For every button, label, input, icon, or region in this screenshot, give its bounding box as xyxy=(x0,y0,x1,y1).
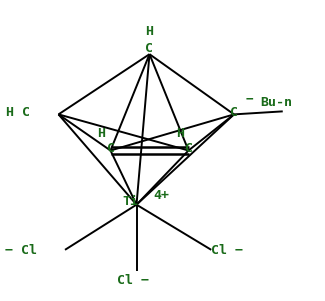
Text: Bu-n: Bu-n xyxy=(260,96,292,110)
Text: Cl −: Cl − xyxy=(117,274,149,287)
Text: H: H xyxy=(97,127,105,141)
Text: C: C xyxy=(146,42,153,55)
Text: Ti: Ti xyxy=(122,195,138,208)
Text: C: C xyxy=(230,106,238,119)
Text: H: H xyxy=(146,25,153,38)
Text: H C: H C xyxy=(6,106,31,119)
Text: C: C xyxy=(107,141,114,155)
Text: −: − xyxy=(245,93,253,106)
Text: − Cl: − Cl xyxy=(5,244,37,257)
Text: 4+: 4+ xyxy=(153,188,169,202)
Text: H: H xyxy=(176,127,184,141)
Text: C: C xyxy=(185,141,192,155)
Text: Cl −: Cl − xyxy=(211,244,243,257)
